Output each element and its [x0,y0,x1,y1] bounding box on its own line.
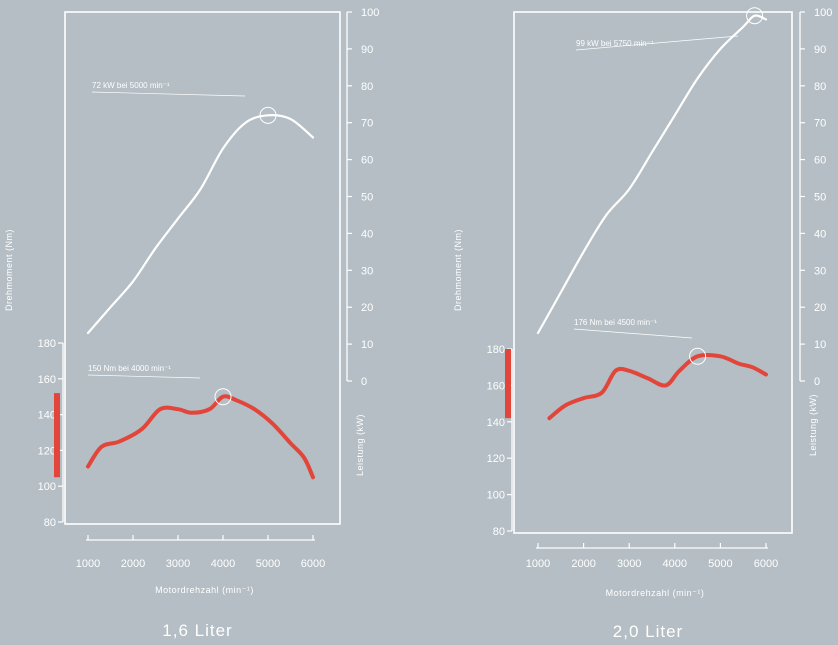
power-peak-marker [746,7,764,25]
rpm-tick-label: 5000 [708,558,732,570]
rpm-tick-label: 6000 [301,558,325,570]
torque-tick-label: 80 [44,517,56,529]
torque-annotation-leader [87,374,201,379]
engine-caption: 2,0 Liter [613,622,683,641]
plot-frame [513,11,793,534]
power-curve [536,14,768,335]
rpm-tick-label: 1000 [76,558,100,570]
rpm-tick-label: 4000 [663,558,687,570]
power-tick-label: 100 [361,7,379,19]
torque-range-band [505,349,511,419]
right-axis-title: Leistung (kW) [355,414,365,476]
torque-peak-marker [689,347,707,365]
power-tick-label: 70 [361,118,373,130]
power-annotation-leader [575,35,739,51]
power-tick-label: 100 [814,7,832,19]
power-tick-label: 90 [361,44,373,56]
power-tick-label: 20 [361,302,373,314]
power-curve [86,114,315,335]
power-tick-label: 30 [361,265,373,277]
torque-tick-label: 120 [487,453,505,465]
power-tick-label: 80 [361,81,373,93]
torque-tick-label: 100 [487,490,505,502]
rpm-tick-label: 6000 [754,558,778,570]
power-peak-marker [259,106,277,124]
torque-tick-label: 180 [38,338,56,350]
torque-peak-annotation: 176 Nm bei 4500 min⁻¹ [574,318,657,327]
torque-tick-label: 100 [38,481,56,493]
torque-range-band [54,393,60,478]
power-annotation-leader [91,91,246,97]
power-tick-label: 80 [814,81,826,93]
rpm-tick-label: 3000 [617,558,641,570]
chart-panel-1-6-liter: 80 100 120 140 160 180 0 10 20 30 40 50 60 70 80 90 100 1… [4,7,379,640]
torque-tick-label: 120 [38,445,56,457]
left-axis-title: Drehmoment (Nm) [4,229,14,311]
torque-tick-label: 140 [487,417,505,429]
power-tick-label: 60 [814,155,826,167]
power-tick-label: 0 [361,376,367,388]
power-tick-label: 40 [814,228,826,240]
torque-curve [547,352,768,421]
power-tick-label: 50 [361,192,373,204]
power-tick-label: 60 [361,155,373,167]
left-axis-title: Drehmoment (Nm) [453,229,463,311]
torque-peak-annotation: 150 Nm bei 4000 min⁻¹ [88,364,171,373]
right-axis-title: Leistung (kW) [808,394,818,456]
torque-annotation-leader [573,328,693,339]
power-tick-label: 0 [814,376,820,388]
power-tick-label: 40 [361,228,373,240]
plot-frame [64,11,341,525]
power-tick-label: 90 [814,44,826,56]
torque-tick-label: 80 [493,526,505,538]
torque-tick-label: 140 [38,410,56,422]
rpm-tick-label: 3000 [166,558,190,570]
rpm-tick-label: 4000 [211,558,235,570]
rpm-tick-label: 2000 [121,558,145,570]
torque-tick-label: 160 [38,374,56,386]
power-tick-label: 20 [814,302,826,314]
power-tick-label: 10 [361,339,373,351]
power-tick-label: 10 [814,339,826,351]
x-axis-title: Motordrehzahl (min⁻¹) [155,585,254,595]
engine-caption: 1,6 Liter [162,621,232,640]
power-peak-annotation: 99 kW bei 5750 min⁻¹ [576,39,654,48]
torque-tick-label: 180 [487,344,505,356]
torque-peak-marker [214,388,232,406]
power-tick-label: 70 [814,118,826,130]
torque-tick-label: 160 [487,380,505,392]
power-tick-label: 50 [814,192,826,204]
x-axis-title: Motordrehzahl (min⁻¹) [606,588,705,598]
power-peak-annotation: 72 kW bei 5000 min⁻¹ [92,81,170,90]
torque-curve [86,394,315,480]
rpm-tick-label: 2000 [571,558,595,570]
rpm-tick-label: 1000 [526,558,550,570]
chart-panel-2-0-liter: 80 100 120 140 160 180 0 10 20 30 40 50 60 70 80 90 100 1… [453,7,832,641]
rpm-tick-label: 5000 [256,558,280,570]
power-tick-label: 30 [814,265,826,277]
